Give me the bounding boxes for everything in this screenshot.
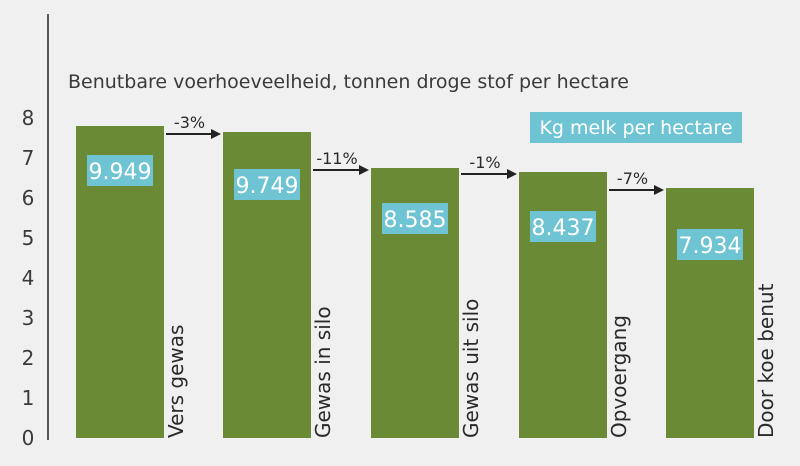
y-tick-label: 7 [22,146,35,170]
value-label-box [87,155,153,186]
category-label: Gewas uit silo [459,299,483,438]
legend-box [530,112,742,143]
value-label-box [530,211,596,242]
change-arrow-head [507,169,517,179]
y-tick-label: 5 [22,226,35,250]
change-label: -3% [174,113,205,132]
y-tick-label: 2 [22,346,35,370]
category-label: Opvoergang [607,315,631,438]
category-label: Gewas in silo [311,306,335,438]
change-arrows: -3% -11% -1% -7% [166,113,664,195]
value-label: 9.749 [236,174,299,199]
category-label: Door koe benut [754,283,778,438]
value-label: 8.585 [384,208,447,233]
value-label: 7.934 [679,234,742,259]
value-label: 9.949 [89,160,152,185]
legend: Kg melk per hectare [530,112,742,143]
legend-title: Kg melk per hectare [539,117,732,139]
value-label-box [382,203,448,234]
change-arrow-head [359,165,369,175]
y-axis-ticks: 0 1 2 3 4 5 6 7 8 [22,106,35,450]
y-tick-label: 3 [22,306,35,330]
change-label: -7% [617,169,648,188]
y-tick-label: 6 [22,186,35,210]
category-label: Vers gewas [164,325,188,438]
y-tick-label: 8 [22,106,35,130]
bars: 9.949 Vers gewas 9.749 Gewas in silo 8.585 Ge… [76,126,778,438]
change-arrow-head [211,129,221,139]
chart-subtitle: Benutbare voerhoeveelheid, tonnen droge … [68,71,629,93]
y-tick-label: 4 [22,266,35,290]
value-label: 8.437 [532,216,595,241]
y-tick-label: 0 [22,426,35,450]
bar [666,188,754,438]
change-arrow-head [654,185,664,195]
y-tick-label: 1 [22,386,35,410]
value-label-box [677,229,743,260]
value-label-box [234,169,300,200]
change-label: -1% [469,153,500,172]
change-label: -11% [316,149,357,168]
